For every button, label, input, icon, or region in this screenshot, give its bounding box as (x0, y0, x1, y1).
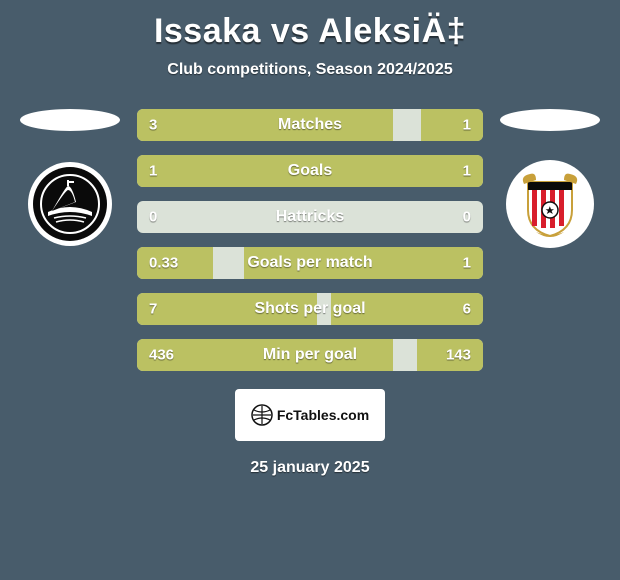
fctables-logo[interactable]: FcTables.com (235, 389, 385, 441)
stat-row: 3 1 Matches (137, 109, 483, 141)
stat-row: 7 6 Shots per goal (137, 293, 483, 325)
stats-table: 3 1 Matches 1 1 Goals 0 0 Hattricks 0.33 1 Goals pe… (137, 109, 483, 371)
bar-right (421, 109, 483, 141)
left-side (15, 109, 125, 249)
stat-label: Hattricks (276, 208, 344, 226)
stat-label: Goals per match (247, 254, 372, 272)
page-title: Issaka vs AleksiÄ‡ (0, 12, 620, 51)
stat-value-left: 1 (149, 163, 157, 180)
stat-value-left: 0 (149, 209, 157, 226)
stat-label: Min per goal (263, 346, 357, 364)
stat-value-left: 0.33 (149, 255, 178, 272)
plymouth-badge (25, 159, 115, 249)
stat-label: Matches (278, 116, 342, 134)
stat-value-left: 436 (149, 347, 174, 364)
right-side (495, 109, 605, 249)
content-row: 3 1 Matches 1 1 Goals 0 0 Hattricks 0.33 1 Goals pe… (0, 109, 620, 371)
stat-row: 0 0 Hattricks (137, 201, 483, 233)
stat-value-right: 1 (463, 117, 471, 134)
bar-left (137, 155, 310, 187)
stat-row: 0.33 1 Goals per match (137, 247, 483, 279)
sunderland-badge-icon (506, 160, 594, 248)
sunderland-badge (505, 159, 595, 249)
stat-label: Goals (288, 162, 332, 180)
stat-label: Shots per goal (254, 300, 365, 318)
stat-value-right: 0 (463, 209, 471, 226)
fctables-label: FcTables.com (277, 407, 369, 423)
date-label: 25 january 2025 (0, 459, 620, 477)
bar-right (310, 155, 483, 187)
stat-row: 1 1 Goals (137, 155, 483, 187)
stat-row: 436 143 Min per goal (137, 339, 483, 371)
stat-value-left: 7 (149, 301, 157, 318)
plymouth-badge-icon (28, 162, 112, 246)
player-silhouette-right (500, 109, 600, 131)
stat-value-right: 6 (463, 301, 471, 318)
stat-value-right: 143 (446, 347, 471, 364)
player-silhouette-left (20, 109, 120, 131)
comparison-widget: Issaka vs AleksiÄ‡ Club competitions, Se… (0, 0, 620, 477)
stat-value-right: 1 (463, 255, 471, 272)
fctables-icon (251, 404, 273, 426)
subtitle: Club competitions, Season 2024/2025 (0, 61, 620, 79)
bar-left (137, 109, 393, 141)
stat-value-right: 1 (463, 163, 471, 180)
stat-value-left: 3 (149, 117, 157, 134)
